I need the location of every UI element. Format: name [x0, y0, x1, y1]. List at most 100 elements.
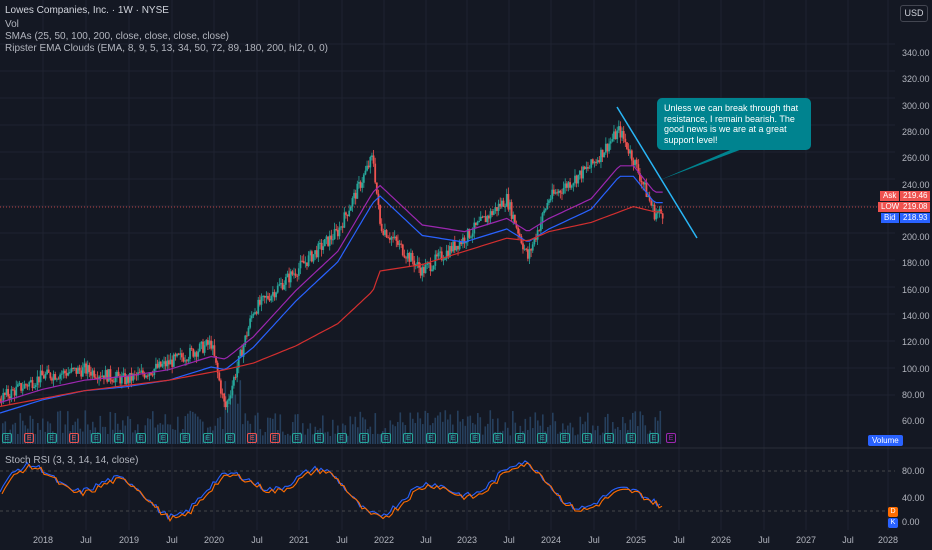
earnings-marker[interactable]: E: [24, 433, 35, 443]
earnings-marker[interactable]: E: [358, 433, 369, 443]
ema-clouds-indicator-label[interactable]: Ripster EMA Clouds (EMA, 8, 9, 5, 13, 34…: [5, 43, 328, 54]
candle-body: [461, 237, 464, 245]
earnings-marker[interactable]: E: [537, 433, 548, 443]
candle-body: [0, 398, 1, 402]
candle-body: [99, 376, 102, 378]
earnings-marker[interactable]: E: [559, 433, 570, 443]
volume-bar: [87, 424, 89, 444]
earnings-marker[interactable]: E: [68, 433, 79, 443]
candle-body: [554, 192, 557, 194]
sma-indicator-label[interactable]: SMAs (25, 50, 100, 200, close, close, cl…: [5, 31, 229, 42]
earnings-marker[interactable]: E: [180, 433, 191, 443]
earnings-marker[interactable]: E: [225, 433, 235, 443]
earnings-marker[interactable]: E: [91, 433, 102, 443]
earnings-marker[interactable]: E: [2, 433, 12, 443]
earnings-marker[interactable]: E: [46, 433, 57, 443]
candle-body: [431, 269, 433, 272]
candle-body: [181, 353, 183, 358]
candle-body: [595, 161, 597, 163]
earnings-marker[interactable]: E: [247, 433, 258, 443]
stoch-axis-80: 80.00: [902, 466, 925, 476]
earnings-marker[interactable]: E: [113, 433, 124, 443]
candle-body: [258, 299, 261, 305]
volume-bar: [517, 435, 519, 444]
upcoming-earnings-marker[interactable]: E: [666, 433, 676, 443]
earnings-marker[interactable]: E: [514, 433, 525, 443]
volume-bar: [214, 425, 217, 444]
currency-button[interactable]: USD: [900, 5, 928, 22]
candle-body: [400, 243, 403, 245]
earnings-marker[interactable]: E: [604, 433, 615, 443]
candle-body: [182, 357, 185, 362]
candle-body: [392, 237, 394, 239]
volume-bar: [62, 432, 64, 444]
time-axis-tick: 2024: [540, 535, 562, 545]
candle-body: [411, 252, 414, 261]
candle-body: [36, 376, 39, 386]
candle-body: [224, 401, 227, 408]
volume-bar: [267, 417, 269, 444]
volume-bar: [257, 412, 259, 444]
volume-bar: [477, 413, 479, 444]
earnings-marker[interactable]: E: [269, 433, 280, 443]
earnings-marker[interactable]: E: [158, 433, 169, 443]
earnings-marker[interactable]: E: [381, 433, 392, 443]
earnings-marker[interactable]: E: [202, 433, 213, 443]
candle-body: [421, 267, 424, 276]
volume-bar: [389, 420, 392, 444]
volume-bar: [82, 431, 84, 444]
candle-body: [505, 193, 508, 207]
earnings-marker[interactable]: E: [626, 433, 637, 443]
candle-body: [25, 384, 27, 386]
earnings-marker[interactable]: E: [448, 433, 458, 443]
volume-bar: [17, 433, 19, 444]
stoch-rsi-label[interactable]: Stoch RSI (3, 3, 14, 14, close): [5, 455, 139, 466]
volume-bar: [192, 411, 194, 444]
candle-body: [307, 255, 310, 267]
candle-body: [494, 207, 497, 211]
candle-body: [172, 354, 175, 367]
stoch-d-badge: D: [888, 507, 898, 517]
volume-bar: [324, 432, 327, 444]
candle-body: [351, 198, 354, 207]
volume-bar: [369, 426, 372, 444]
annotation-callout[interactable]: Unless we can break through that resista…: [657, 98, 811, 150]
volume-bar: [344, 425, 347, 444]
volume-bar: [492, 418, 494, 444]
volume-bar: [317, 430, 319, 444]
earnings-marker[interactable]: E: [581, 433, 592, 443]
time-axis-tick: Jul: [336, 535, 348, 545]
earnings-marker[interactable]: E: [403, 433, 414, 443]
earnings-marker[interactable]: E: [336, 433, 347, 443]
candle-body: [408, 252, 411, 262]
earnings-marker[interactable]: E: [425, 433, 436, 443]
volume-bar: [279, 414, 282, 444]
volume-bar: [57, 411, 59, 444]
candle-body: [5, 389, 8, 395]
candle-body: [489, 211, 492, 219]
candle-body: [44, 374, 47, 379]
price-axis-tick: 80.00: [902, 389, 925, 400]
candle-body: [219, 380, 222, 394]
earnings-marker[interactable]: E: [648, 433, 659, 443]
candle-body: [353, 192, 355, 199]
earnings-marker[interactable]: E: [291, 433, 302, 443]
candle-body: [366, 165, 368, 171]
volume-bar: [322, 415, 324, 444]
volume-indicator-label[interactable]: Vol: [5, 19, 19, 30]
volume-bar: [429, 425, 432, 444]
volume-bar: [52, 431, 54, 444]
candle-body: [590, 159, 593, 168]
candle-body: [236, 367, 239, 378]
candle-body: [652, 204, 654, 206]
volume-bar: [364, 419, 367, 444]
earnings-marker[interactable]: E: [135, 433, 146, 443]
earnings-marker[interactable]: E: [314, 433, 325, 443]
earnings-marker[interactable]: E: [470, 433, 481, 443]
earnings-marker[interactable]: E: [492, 433, 503, 443]
candle-body: [362, 174, 365, 183]
volume-bar: [179, 432, 182, 444]
volume-badge[interactable]: Volume: [868, 435, 903, 446]
volume-bar: [379, 434, 382, 444]
